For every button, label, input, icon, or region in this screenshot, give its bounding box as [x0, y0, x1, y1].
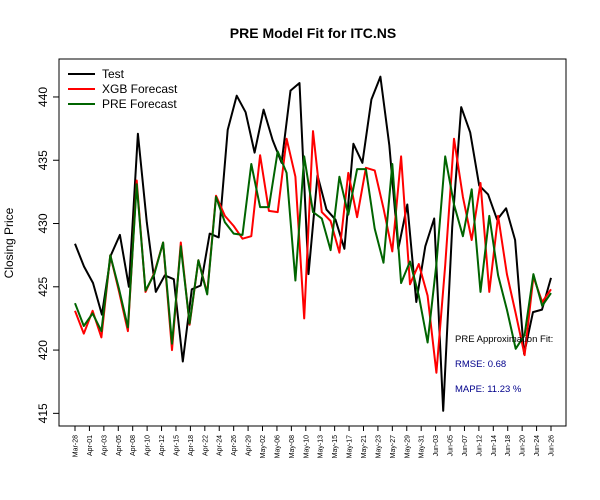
chart-title: PRE Model Fit for ITC.NS	[230, 25, 396, 41]
x-tick-label: Apr-10	[145, 435, 152, 456]
x-tick-label: May-17	[347, 435, 354, 458]
annotation-1: RMSE: 0.68	[455, 359, 506, 370]
x-tick-label: Jun-07	[462, 435, 469, 457]
x-tick-label: May-06	[274, 435, 281, 458]
y-axis-label: Closing Price	[2, 207, 16, 278]
series-line-2	[74, 150, 552, 350]
x-tick-label: Jun-05	[448, 435, 455, 457]
x-tick-label: Jun-12	[476, 435, 483, 457]
x-tick-label: Apr-26	[231, 435, 238, 456]
legend-label-0: Test	[102, 67, 125, 81]
x-tick-label: Jun-26	[549, 435, 556, 457]
y-tick-label: 415	[36, 403, 50, 423]
x-tick-label: May-15	[332, 435, 339, 458]
y-tick-label: 420	[36, 340, 50, 360]
x-tick-label: May-23	[375, 435, 382, 458]
x-tick-label: Apr-18	[188, 435, 195, 456]
x-tick-label: Apr-24	[217, 435, 224, 456]
x-tick-label: Mar-28	[73, 435, 80, 457]
y-tick-label: 440	[36, 87, 50, 107]
x-tick-label: Apr-15	[173, 435, 180, 456]
x-tick-label: Jun-20	[520, 435, 527, 457]
x-tick-label: May-02	[260, 435, 267, 458]
legend-label-1: XGB Forecast	[102, 82, 178, 96]
x-tick-label: Apr-12	[159, 435, 166, 456]
legend-label-2: PRE Forecast	[102, 97, 177, 111]
series-line-0	[74, 75, 552, 412]
x-tick-label: Apr-22	[202, 435, 209, 456]
y-tick-label: 430	[36, 213, 50, 233]
x-tick-label: May-13	[318, 435, 325, 458]
x-tick-label: Apr-05	[116, 435, 123, 456]
x-tick-label: Jun-14	[491, 435, 498, 457]
y-tick-label: 435	[36, 150, 50, 170]
y-axis: 415 420 425 430 435 440	[36, 87, 59, 423]
x-tick-label: Apr-01	[87, 435, 94, 456]
annotation-0: PRE Approximation Fit:	[455, 334, 553, 345]
x-tick-label: May-27	[390, 435, 397, 458]
x-tick-label: Jun-24	[534, 435, 541, 457]
x-tick-label: May-08	[289, 435, 296, 458]
series-lines	[74, 75, 552, 412]
x-axis: Mar-28 Apr-01 Apr-03 Apr-05 Apr-08 Apr-10 Apr-…	[73, 426, 556, 458]
x-tick-label: May-31	[419, 435, 426, 458]
x-tick-label: Apr-08	[130, 435, 137, 456]
x-tick-label: Apr-29	[246, 435, 253, 456]
x-tick-label: Apr-03	[101, 435, 108, 456]
plot-area-frame	[58, 58, 567, 427]
x-tick-label: May-21	[361, 435, 368, 458]
x-tick-label: May-10	[303, 435, 310, 458]
x-tick-label: May-29	[404, 435, 411, 458]
y-tick-label: 425	[36, 276, 50, 296]
x-tick-label: Jun-03	[433, 435, 440, 457]
fit-annotations: PRE Approximation Fit: RMSE: 0.68 MAPE: 11…	[455, 334, 553, 395]
x-tick-label: Jun-18	[505, 435, 512, 457]
annotation-2: MAPE: 11.23 %	[455, 384, 522, 395]
